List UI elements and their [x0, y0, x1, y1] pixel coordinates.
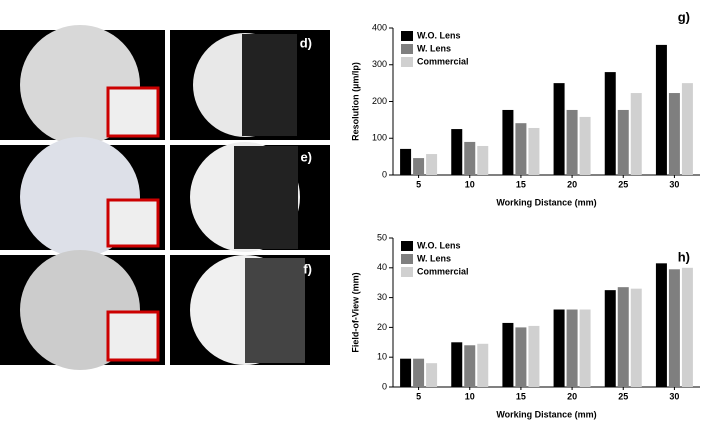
legend-swatch — [401, 57, 413, 67]
y-axis-title: Resolution (µm/lp) — [350, 62, 360, 141]
bar — [668, 269, 680, 387]
bar — [655, 263, 667, 387]
panel-label: h) — [678, 249, 690, 264]
bar — [451, 342, 463, 387]
panel-label: g) — [678, 9, 690, 24]
panel-label: d) — [300, 35, 312, 50]
ruler — [242, 34, 297, 136]
inset — [106, 310, 160, 362]
bar — [681, 267, 693, 387]
y-tick-label: 300 — [372, 59, 387, 69]
bar — [477, 145, 489, 175]
x-tick-label: 15 — [516, 391, 526, 401]
y-tick-label: 400 — [372, 22, 387, 32]
y-tick-label: 50 — [377, 232, 387, 242]
y-tick-label: 100 — [372, 133, 387, 143]
x-tick-label: 10 — [465, 391, 475, 401]
bar — [617, 287, 629, 387]
bar — [604, 290, 616, 387]
legend-swatch — [401, 31, 413, 41]
y-tick-label: 40 — [377, 262, 387, 272]
x-tick-label: 20 — [567, 179, 577, 189]
bar — [451, 129, 463, 175]
bar — [477, 343, 489, 387]
x-tick-label: 5 — [416, 179, 421, 189]
legend-label: W.O. Lens — [417, 240, 461, 250]
y-tick-label: 0 — [382, 381, 387, 391]
panel-label: f) — [303, 261, 312, 276]
x-tick-label: 5 — [416, 391, 421, 401]
bar — [579, 309, 591, 387]
bar — [502, 322, 514, 387]
bar — [630, 288, 642, 387]
bar — [617, 109, 629, 175]
y-tick-label: 200 — [372, 96, 387, 106]
bar — [502, 109, 514, 175]
x-tick-label: 15 — [516, 179, 526, 189]
y-tick-label: 10 — [377, 352, 387, 362]
y-tick-label: 20 — [377, 322, 387, 332]
legend-swatch — [401, 267, 413, 277]
y-tick-label: 30 — [377, 292, 387, 302]
x-tick-label: 10 — [465, 179, 475, 189]
bar — [553, 309, 565, 387]
y-axis-title: Field-of-View (mm) — [350, 272, 360, 352]
y-tick-label: 0 — [382, 169, 387, 179]
x-tick-label: 25 — [618, 391, 628, 401]
bar — [515, 327, 527, 387]
inset — [106, 198, 160, 248]
x-axis-title: Working Distance (mm) — [496, 197, 596, 207]
bar — [566, 309, 578, 387]
inset — [106, 86, 160, 138]
bar — [553, 83, 565, 175]
photos — [0, 25, 330, 370]
legend-label: Commercial — [417, 56, 469, 66]
bar — [655, 44, 667, 175]
legend-label: Commercial — [417, 266, 469, 276]
panel-label: e) — [300, 149, 312, 164]
bar — [681, 83, 693, 175]
bar — [426, 363, 438, 387]
bar — [579, 116, 591, 175]
bar — [668, 93, 680, 175]
legend-label: W. Lens — [417, 253, 451, 263]
panel-label: c) — [133, 261, 145, 276]
x-tick-label: 25 — [618, 179, 628, 189]
x-tick-label: 30 — [669, 391, 679, 401]
bar — [464, 345, 476, 387]
bar — [515, 123, 527, 175]
bar — [528, 325, 540, 387]
bar — [528, 127, 540, 175]
x-tick-label: 30 — [669, 179, 679, 189]
legend-swatch — [401, 241, 413, 251]
legend-swatch — [401, 254, 413, 264]
bar — [464, 141, 476, 175]
bar — [604, 72, 616, 175]
bar — [413, 158, 425, 175]
bar — [426, 154, 438, 175]
panel-label: b) — [133, 149, 145, 164]
bar — [400, 358, 412, 387]
bar — [413, 358, 425, 387]
bar — [630, 93, 642, 175]
bar — [566, 109, 578, 175]
legend-swatch — [401, 44, 413, 54]
bar — [400, 148, 412, 175]
panel-label: a) — [133, 35, 145, 50]
legend-label: W.O. Lens — [417, 30, 461, 40]
ruler — [234, 146, 298, 249]
legend-label: W. Lens — [417, 43, 451, 53]
x-tick-label: 20 — [567, 391, 577, 401]
ruler — [245, 258, 305, 363]
x-axis-title: Working Distance (mm) — [496, 409, 596, 419]
